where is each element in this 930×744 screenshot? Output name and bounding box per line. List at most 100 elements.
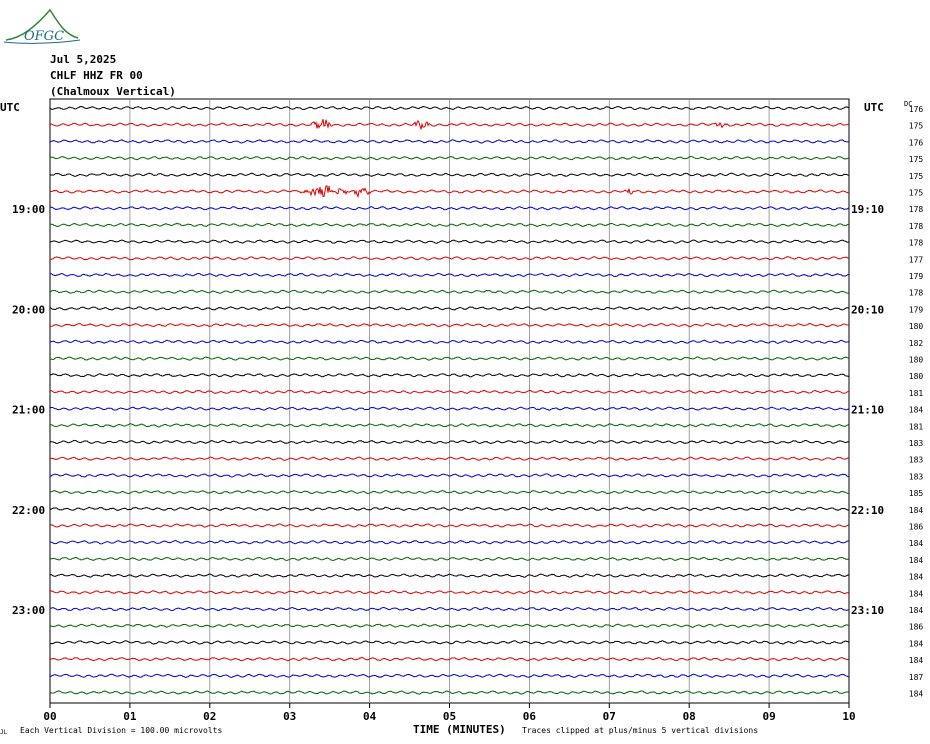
right-time-label: 20:10 <box>851 303 884 316</box>
dc-value: 175 <box>909 155 924 164</box>
trace-line <box>49 105 850 111</box>
x-tick-label: 07 <box>603 710 616 723</box>
dc-label: DC <box>904 100 912 108</box>
dc-value: 184 <box>909 639 924 648</box>
right-time-label: 19:10 <box>851 203 884 216</box>
right-time-label: 23:10 <box>851 604 884 617</box>
logo-text: OFGC <box>24 29 64 44</box>
x-tick-label: 08 <box>683 710 696 723</box>
trace-line <box>49 139 850 144</box>
dc-value: 180 <box>909 356 924 365</box>
x-tick-label: 06 <box>523 710 537 723</box>
trace-line <box>49 489 850 495</box>
dc-value: 185 <box>909 489 924 498</box>
trace-line <box>49 256 850 261</box>
dc-value: 187 <box>909 673 924 682</box>
dc-value: 182 <box>909 339 924 348</box>
dc-value: 186 <box>909 623 924 632</box>
footer-clip: Traces clipped at plus/minus 5 vertical … <box>522 726 758 735</box>
x-tick-label: 03 <box>283 710 296 723</box>
trace-line <box>49 205 850 211</box>
dc-value: 178 <box>909 222 924 231</box>
trace-line <box>49 119 850 130</box>
dc-value: 184 <box>909 556 924 565</box>
dc-value: 178 <box>909 289 924 298</box>
trace-line <box>49 506 850 512</box>
trace-line <box>49 590 850 595</box>
trace-line <box>49 155 850 161</box>
dc-value: 184 <box>909 606 924 615</box>
dc-value: 184 <box>909 690 924 699</box>
footer-scale: Each Vertical Division = 100.00 microvol… <box>20 726 222 735</box>
right-time-label: 21:10 <box>851 404 884 417</box>
trace-line <box>49 406 850 411</box>
trace-line <box>49 640 850 645</box>
dc-value: 180 <box>909 372 924 381</box>
dc-value: 178 <box>909 205 924 214</box>
trace-line <box>49 339 850 344</box>
trace-line <box>49 473 850 478</box>
trace-line <box>49 185 850 199</box>
x-tick-label: 05 <box>443 710 456 723</box>
dc-value: 176 <box>909 138 924 147</box>
x-tick-label: 02 <box>203 710 216 723</box>
x-axis-label: TIME (MINUTES) <box>413 723 506 736</box>
header-channel: (Chalmoux Vertical) <box>50 85 176 98</box>
x-tick-label: 00 <box>43 710 56 723</box>
footer-mark: JL <box>0 729 8 736</box>
trace-line <box>49 573 850 578</box>
left-time-label: 19:00 <box>12 203 45 216</box>
trace-line <box>49 289 850 294</box>
trace-line <box>49 306 850 311</box>
trace-line <box>49 540 850 545</box>
right-axis-label: UTC <box>864 101 884 114</box>
right-time-label: 22:10 <box>851 504 884 517</box>
chart-labels: 00 01 02 03 04 05 06 07 08 09 10 176 175 176 175 175 175… <box>0 100 923 736</box>
trace-line <box>49 172 850 177</box>
seismic-traces <box>49 105 850 695</box>
header-date: Jul 5,2025 <box>50 53 117 66</box>
dc-value: 181 <box>909 389 924 398</box>
x-tick-label: 04 <box>363 710 377 723</box>
dc-value: 180 <box>909 322 924 331</box>
trace-line <box>49 389 850 395</box>
dc-value: 184 <box>909 589 924 598</box>
dc-value: 184 <box>909 406 924 415</box>
left-time-label: 22:00 <box>12 504 45 517</box>
dc-value: 177 <box>909 255 924 264</box>
logo-hill-icon <box>5 8 79 41</box>
left-time-label: 20:00 <box>12 303 45 316</box>
x-tick-label: 01 <box>123 710 137 723</box>
trace-line <box>49 239 850 244</box>
trace-line <box>49 606 850 612</box>
dc-value: 181 <box>909 422 924 431</box>
dc-value: 175 <box>909 189 924 198</box>
dc-value: 183 <box>909 456 924 465</box>
trace-line <box>49 439 850 445</box>
x-tick-label: 09 <box>762 710 775 723</box>
trace-line <box>49 673 850 678</box>
dc-value: 178 <box>909 239 924 248</box>
left-time-label: 23:00 <box>12 604 45 617</box>
dc-value: 183 <box>909 472 924 481</box>
dc-value: 184 <box>909 573 924 582</box>
left-axis-label: UTC <box>0 101 20 114</box>
trace-line <box>49 556 850 562</box>
dc-value: 176 <box>909 105 924 114</box>
trace-line <box>49 423 850 428</box>
trace-line <box>49 456 850 461</box>
dc-value: 186 <box>909 523 924 532</box>
trace-line <box>49 523 850 528</box>
dc-value: 175 <box>909 122 924 131</box>
x-tick-label: 10 <box>842 710 855 723</box>
chart-grid <box>49 98 850 708</box>
trace-line <box>49 322 850 328</box>
trace-line <box>49 656 850 662</box>
dc-value: 184 <box>909 656 924 665</box>
logo-swoosh-icon <box>3 39 81 44</box>
trace-line <box>49 272 850 278</box>
trace-line <box>49 372 850 378</box>
dc-value: 179 <box>909 272 924 281</box>
trace-line <box>49 623 849 628</box>
